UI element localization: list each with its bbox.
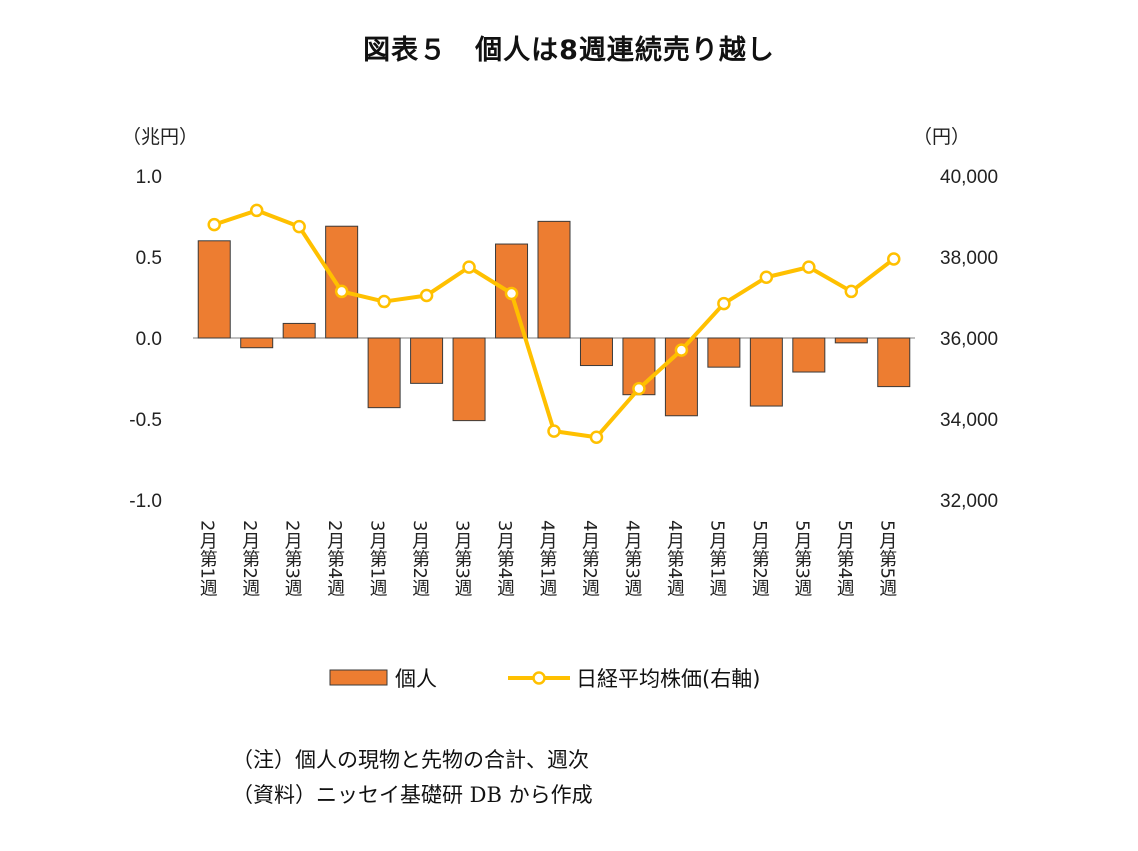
x-tick-label: 2月第4週	[324, 520, 345, 597]
x-tick-label: 4月第2週	[579, 520, 600, 597]
bar	[707, 337, 741, 368]
line-point	[249, 203, 264, 218]
line-point	[759, 270, 774, 284]
bar-series	[197, 220, 911, 422]
line-point	[377, 294, 391, 309]
y-right-tick-label: 38,000	[940, 248, 998, 269]
bar	[749, 337, 783, 407]
legend-line-marker	[532, 671, 546, 685]
x-tick-label: 5月第1週	[706, 520, 727, 597]
bar	[452, 337, 486, 422]
bar	[877, 337, 911, 388]
bar	[579, 337, 613, 367]
x-tick-label: 3月第3週	[452, 520, 473, 597]
bar	[197, 240, 231, 339]
y-left-tick-label: -1.0	[129, 491, 162, 512]
y-left-tick-label: -0.5	[129, 410, 162, 431]
x-tick-label: 5月第2週	[749, 520, 770, 597]
y-right-tick-label: 34,000	[940, 410, 998, 431]
bar	[367, 337, 401, 409]
bar	[834, 337, 868, 344]
x-tick-label: 3月第2週	[409, 520, 430, 597]
line-point	[717, 296, 731, 311]
bar	[325, 225, 359, 339]
line-point	[334, 284, 349, 299]
legend: 個人 日経平均株価(右軸)	[329, 667, 760, 691]
line-point	[674, 343, 689, 357]
x-tick-label: 5月第5週	[876, 520, 897, 597]
x-tick-label: 2月第1週	[197, 520, 218, 597]
x-tick-label: 3月第4週	[494, 520, 515, 597]
y-right-unit: （円）	[913, 126, 970, 148]
line-point	[419, 288, 434, 303]
note-line: （注）個人の現物と先物の合計、週次	[232, 748, 589, 772]
y-left-tick-label: 1.0	[136, 167, 162, 188]
line-point	[462, 260, 476, 274]
x-tick-label: 2月第3週	[282, 520, 303, 597]
line-point	[504, 286, 519, 301]
line-point	[887, 252, 901, 266]
bar	[410, 337, 444, 384]
y-right-tick-label: 32,000	[940, 491, 998, 512]
x-tick-label: 4月第1週	[537, 520, 558, 597]
y-right-tick-label: 36,000	[940, 329, 998, 350]
bar	[537, 220, 571, 339]
chart-title: 図表５ 個人は8週連続売り越し	[363, 35, 775, 66]
line-series	[207, 203, 901, 444]
legend-bar-label: 個人	[395, 667, 437, 691]
line-point	[292, 219, 306, 234]
x-tick-label: 2月第2週	[239, 520, 260, 597]
line-point	[547, 424, 561, 438]
y-left-tick-label: 0.0	[136, 329, 162, 350]
y-right-tick-label: 40,000	[940, 167, 998, 188]
line-point	[632, 381, 646, 396]
legend-line-label: 日経平均株価(右軸)	[576, 667, 760, 691]
x-tick-label: 5月第3週	[791, 520, 812, 597]
footnotes: （注）個人の現物と先物の合計、週次 （資料）ニッセイ基礎研 DB から作成	[232, 743, 593, 813]
y-left-unit: （兆円）	[122, 126, 198, 148]
chart-axes: （兆円） 1.0 0.5 0.0 -0.5 -1.0 （円） 40,000 38,000 36,0…	[122, 126, 998, 597]
line-point	[207, 217, 221, 232]
bar	[240, 337, 274, 349]
line-point	[802, 260, 816, 274]
line-point	[844, 284, 859, 299]
bar	[792, 337, 826, 373]
x-tick-label: 4月第4週	[664, 520, 685, 597]
x-tick-label: 4月第3週	[621, 520, 642, 597]
x-tick-label: 5月第4週	[834, 520, 855, 597]
source-line: （資料）ニッセイ基礎研 DB から作成	[232, 783, 593, 807]
legend-bar-swatch	[329, 669, 388, 686]
line-point	[589, 430, 604, 444]
y-left-tick-label: 0.5	[136, 248, 162, 269]
bar	[282, 322, 316, 339]
x-tick-label: 3月第1週	[367, 520, 388, 597]
